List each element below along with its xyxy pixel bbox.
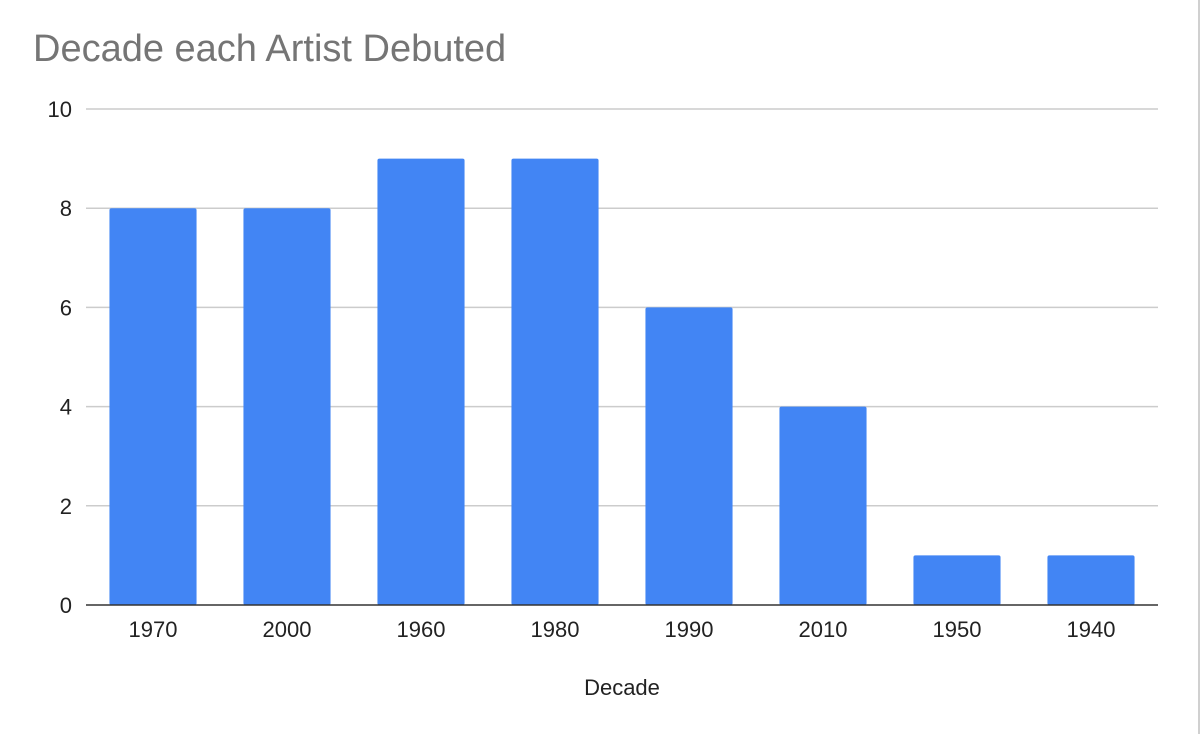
y-tick-label: 6: [60, 295, 72, 320]
y-tick-label: 8: [60, 196, 72, 221]
x-category-label: 1970: [129, 617, 178, 642]
bars: [109, 158, 1135, 605]
bar-1980: [511, 158, 599, 605]
x-axis-title: Decade: [584, 675, 660, 700]
bar-1970: [109, 208, 197, 605]
x-category-label: 1940: [1067, 617, 1116, 642]
x-category-label: 1980: [531, 617, 580, 642]
x-category-label: 1990: [665, 617, 714, 642]
y-tick-label: 2: [60, 494, 72, 519]
x-category-label: 2010: [799, 617, 848, 642]
y-tick-label: 10: [48, 97, 72, 122]
chart-title: Decade each Artist Debuted: [33, 28, 507, 70]
x-category-label: 2000: [263, 617, 312, 642]
bar-1990: [645, 307, 733, 605]
bar-1960: [377, 158, 465, 605]
x-category-label: 1960: [397, 617, 446, 642]
bar-1940: [1047, 555, 1135, 605]
bar-1950: [913, 555, 1001, 605]
y-tick-label: 0: [60, 593, 72, 618]
panel-edge: [1198, 0, 1200, 734]
x-category-label: 1950: [933, 617, 982, 642]
y-tick-label: 4: [60, 395, 72, 420]
bar-2010: [779, 406, 867, 605]
y-axis-ticks: 0 2 4 6 8 10: [48, 97, 72, 618]
x-axis-categories: 1970 2000 1960 1980 1990 2010 1950 1940: [129, 617, 1116, 642]
bar-2000: [243, 208, 331, 605]
